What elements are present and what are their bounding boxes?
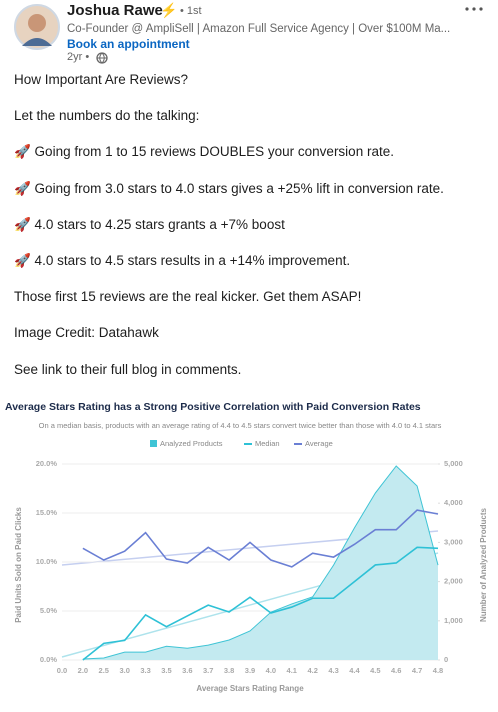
- post-paragraph: Image Credit: Datahawk: [14, 325, 159, 341]
- x-tick-label: 3.0: [119, 666, 129, 675]
- x-tick-label: 3.7: [203, 666, 213, 675]
- y2-tick-label: 5,000: [444, 459, 463, 468]
- badge: ⚡: [160, 2, 178, 18]
- x-tick-label: 4.4: [349, 666, 360, 675]
- area-edge: [82, 465, 439, 660]
- post-paragraph: 🚀 4.0 stars to 4.5 stars results in a +1…: [14, 253, 351, 268]
- cta-link[interactable]: Book an appointment: [67, 37, 190, 51]
- y2-axis-title: Number of Analyzed Products: [479, 507, 488, 621]
- y2-tick-label: 4,000: [444, 498, 463, 507]
- x-tick-label: 4.2: [307, 666, 317, 675]
- y-tick-label: 10.0%: [36, 557, 58, 566]
- x-tick-label: 3.3: [140, 666, 150, 675]
- x-axis-title: Average Stars Rating Range: [196, 684, 304, 693]
- x-tick-label: 4.1: [287, 666, 297, 675]
- post-paragraph: How Important Are Reviews?: [14, 72, 189, 87]
- chart-image: Average Stars Rating has a Strong Positi…: [5, 401, 488, 693]
- chart-title: Average Stars Rating has a Strong Positi…: [5, 401, 421, 413]
- y2-tick-label: 3,000: [444, 537, 463, 546]
- line: [82, 509, 439, 568]
- x-tick-label: 3.6: [182, 666, 192, 675]
- x-tick-label: 4.3: [328, 666, 338, 675]
- degree: • 1st: [180, 5, 202, 17]
- x-tick-label: 3.9: [245, 666, 255, 675]
- y-tick-label: 0.0%: [40, 655, 57, 664]
- y2-tick-label: 2,000: [444, 577, 463, 586]
- y2-tick-label: 1,000: [444, 616, 463, 625]
- legend-label: Analyzed Products: [160, 439, 223, 448]
- y-axis-title: Paid Units Sold on Paid Clicks: [14, 507, 23, 623]
- post-paragraph: Those first 15 reviews are the real kick…: [14, 289, 362, 305]
- legend-swatch: [150, 440, 157, 447]
- y2-tick-label: 0: [444, 655, 448, 664]
- x-tick-label: 4.7: [412, 666, 422, 675]
- y-tick-label: 5.0%: [40, 606, 57, 615]
- globe-icon: [96, 52, 108, 64]
- post-paragraph: See link to their full blog in comments.: [14, 361, 242, 377]
- post-age: 2yr •: [67, 51, 90, 63]
- more-menu[interactable]: [464, 4, 484, 14]
- author-name[interactable]: Joshua Rawe: [67, 2, 163, 19]
- x-tick-label: 4.0: [266, 666, 276, 675]
- legend-label: Median: [255, 439, 280, 448]
- x-tick-label: 3.8: [224, 666, 234, 675]
- x-tick-label: 4.5: [370, 666, 380, 675]
- x-tick-label: 3.5: [161, 666, 171, 675]
- x-tick-label: 4.6: [391, 666, 401, 675]
- headline: Co-Founder @ AmpliSell | Amazon Full Ser…: [67, 23, 451, 35]
- y-tick-label: 15.0%: [36, 508, 58, 517]
- x-tick-label: 0.0: [57, 666, 67, 675]
- line: [82, 546, 439, 661]
- avatar[interactable]: [14, 4, 60, 50]
- post-paragraph: 🚀 Going from 3.0 stars to 4.0 stars give…: [14, 180, 444, 196]
- y-tick-label: 20.0%: [36, 459, 58, 468]
- post-paragraph: 🚀 Going from 1 to 15 reviews DOUBLES you…: [14, 144, 394, 160]
- chart-subtitle: On a median basis, products with an aver…: [39, 421, 442, 430]
- legend-label: Average: [305, 439, 333, 448]
- x-tick-label: 2.5: [99, 666, 109, 675]
- x-tick-label: 2.0: [78, 666, 88, 675]
- area: [82, 465, 438, 660]
- x-tick-label: 4.8: [433, 666, 443, 675]
- post-paragraph: 🚀 4.0 stars to 4.25 stars grants a +7% b…: [14, 216, 285, 232]
- post-paragraph: Let the numbers do the talking:: [14, 108, 200, 124]
